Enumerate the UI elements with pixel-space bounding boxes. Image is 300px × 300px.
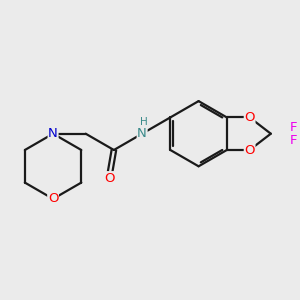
- Text: O: O: [244, 111, 255, 124]
- Text: O: O: [244, 143, 255, 157]
- Text: F: F: [290, 121, 297, 134]
- Text: H: H: [140, 117, 148, 127]
- Text: O: O: [104, 172, 114, 185]
- Text: O: O: [48, 192, 58, 206]
- Text: N: N: [48, 127, 58, 140]
- Text: N: N: [137, 127, 147, 140]
- Text: F: F: [290, 134, 297, 147]
